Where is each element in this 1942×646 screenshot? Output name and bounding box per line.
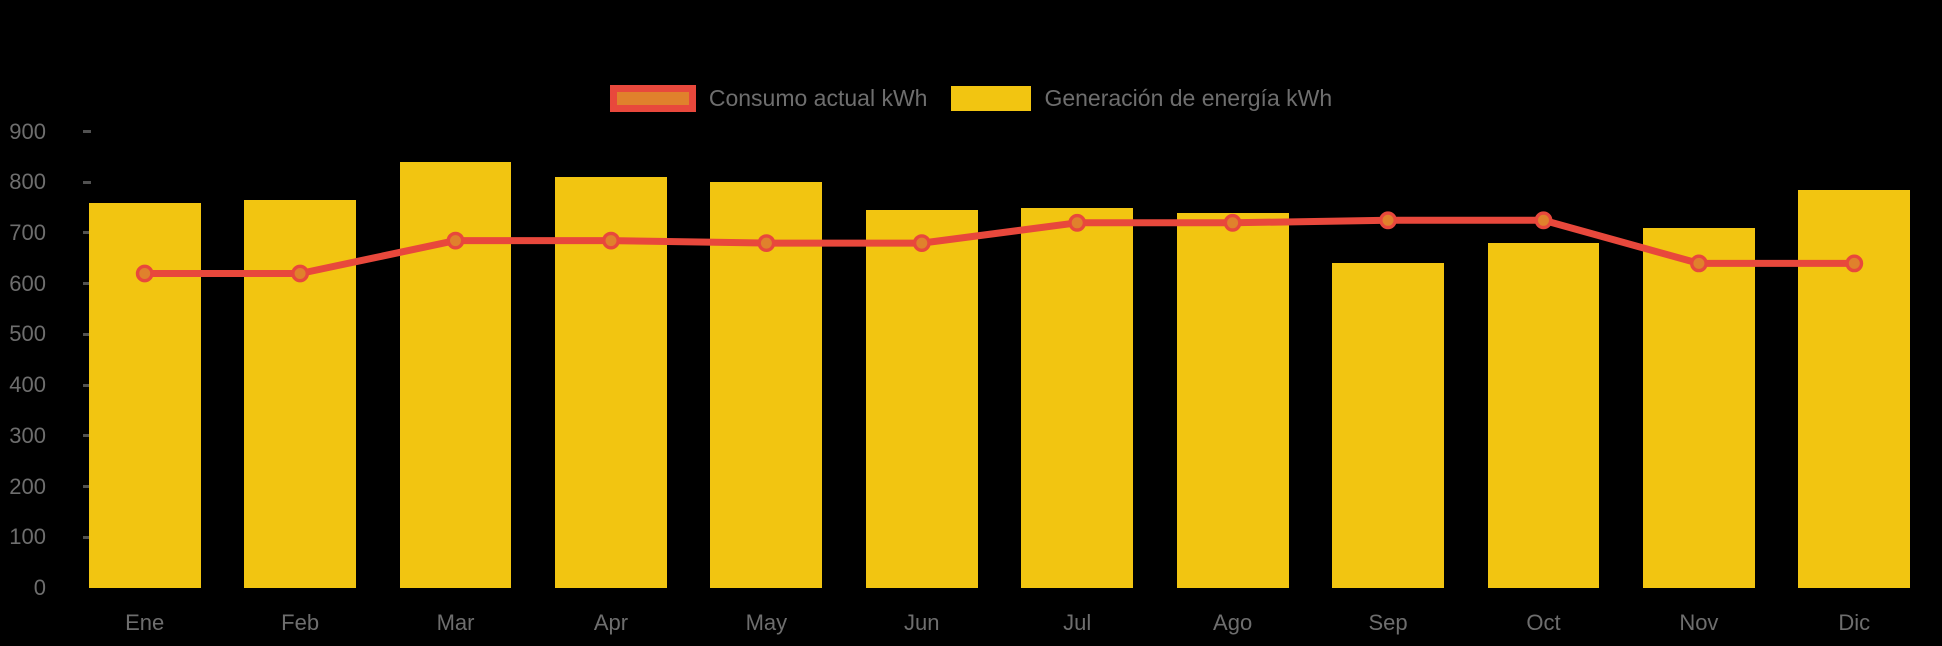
y-axis-label-400: 400 xyxy=(9,372,46,398)
y-axis-label-600: 600 xyxy=(9,270,46,296)
x-axis-label-feb: Feb xyxy=(281,610,320,635)
x-axis-label-ago: Ago xyxy=(1213,610,1253,635)
bar-ago[interactable] xyxy=(1176,212,1289,588)
x-axis-label-jun: Jun xyxy=(904,610,940,635)
x-axis-label-nov: Nov xyxy=(1679,610,1719,635)
x-axis-label-jul: Jul xyxy=(1063,610,1092,635)
bar-apr[interactable] xyxy=(555,177,667,588)
y-axis-label-800: 800 xyxy=(9,169,46,195)
bar-sep[interactable] xyxy=(1332,263,1444,588)
x-axis-label-may: May xyxy=(745,610,788,635)
y-axis-label-200: 200 xyxy=(9,473,46,499)
chart-legend: Consumo actual kWh Generación de energía… xyxy=(0,84,1942,112)
x-axis-label-oct: Oct xyxy=(1526,610,1561,635)
bar-mar[interactable] xyxy=(399,161,512,588)
x-axis-label-mar: Mar xyxy=(436,610,475,635)
y-axis-tick-500 xyxy=(83,332,91,336)
y-axis-label-300: 300 xyxy=(9,422,46,448)
y-axis-tick-600 xyxy=(83,282,91,286)
y-axis-label-0: 0 xyxy=(33,575,46,600)
y-axis-tick-900 xyxy=(83,130,91,133)
y-axis-tick-700 xyxy=(83,231,91,235)
y-axis-label-700: 700 xyxy=(9,219,46,245)
bar-nov[interactable] xyxy=(1642,227,1755,588)
y-axis-tick-100 xyxy=(83,535,91,539)
bar-jun[interactable] xyxy=(865,210,978,588)
bar-ene[interactable] xyxy=(88,202,201,588)
x-axis-label-dic: Dic xyxy=(1838,610,1871,635)
legend-item-generacion[interactable]: Generación de energía kWh xyxy=(951,85,1332,112)
y-axis-label-900: 900 xyxy=(9,118,46,144)
bar-may[interactable] xyxy=(710,182,823,588)
x-axis-label-sep: Sep xyxy=(1368,610,1408,635)
bar-jul[interactable] xyxy=(1021,207,1134,588)
legend-item-consumo[interactable]: Consumo actual kWh xyxy=(609,84,928,112)
bar-feb[interactable] xyxy=(244,199,357,588)
bar-dic[interactable] xyxy=(1798,189,1911,588)
legend-label-consumo: Consumo actual kWh xyxy=(708,84,928,111)
legend-label-generacion: Generación de energía kWh xyxy=(1044,84,1333,111)
x-axis-label-ene: Ene xyxy=(125,610,165,635)
legend-swatch-consumo-icon xyxy=(609,84,696,112)
y-axis-label-100: 100 xyxy=(9,524,46,550)
y-axis-tick-300 xyxy=(83,434,91,438)
y-axis-tick-400 xyxy=(83,383,91,387)
y-axis-tick-800 xyxy=(83,180,91,184)
x-axis-label-apr: Apr xyxy=(593,610,629,635)
bar-oct[interactable] xyxy=(1487,243,1600,588)
y-axis-label-500: 500 xyxy=(9,321,46,347)
legend-swatch-generacion-icon xyxy=(951,85,1032,111)
y-axis-tick-200 xyxy=(83,485,91,489)
